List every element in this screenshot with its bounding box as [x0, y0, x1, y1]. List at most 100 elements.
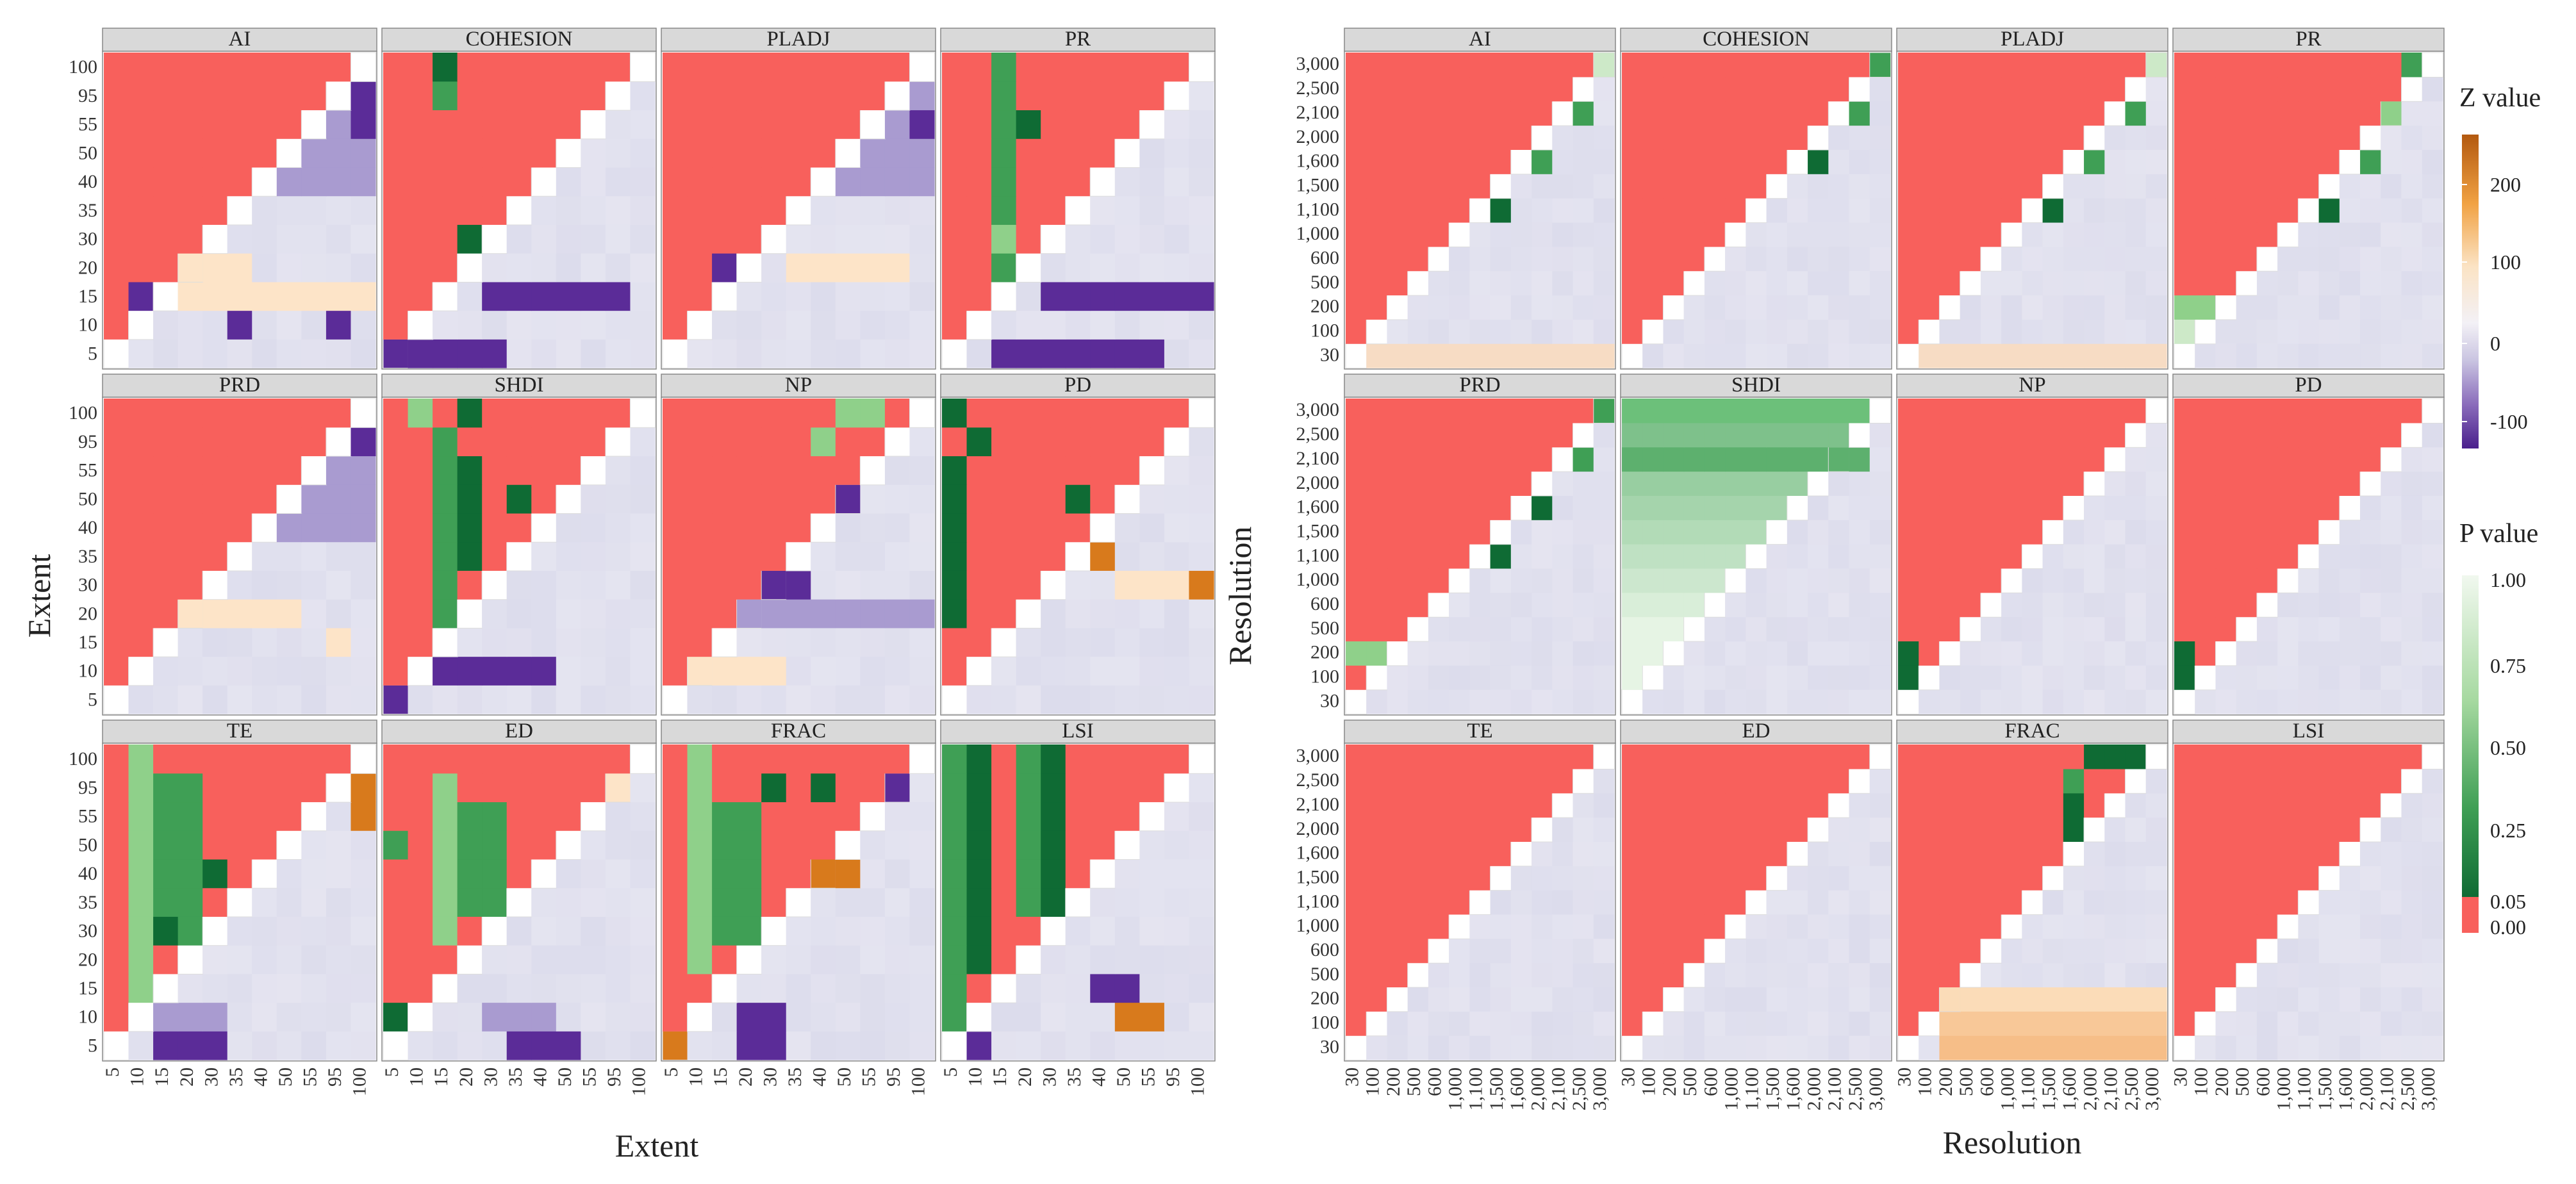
panel-1-cohesion: COHESION	[1620, 28, 1892, 370]
heatmap-cell	[2256, 53, 2278, 78]
heatmap-cell	[1746, 841, 1767, 866]
heatmap-cell	[276, 427, 302, 457]
heatmap-cell	[1189, 773, 1214, 803]
heatmap-cell	[2381, 471, 2402, 496]
heatmap-cell	[433, 916, 458, 946]
heatmap-cell	[1898, 495, 1919, 520]
heatmap-cell	[1366, 246, 1388, 272]
panel-strip	[940, 719, 1216, 744]
heatmap-cell	[2042, 1011, 2064, 1036]
heatmap-cell	[153, 1002, 179, 1032]
heatmap-cell	[227, 53, 252, 82]
heatmap-cell	[1593, 544, 1615, 569]
panel-1-pladj: PLADJ	[1896, 28, 2168, 370]
heatmap-cell	[1366, 866, 1388, 891]
heatmap-cell	[1490, 125, 1512, 150]
heatmap-cell	[712, 830, 738, 860]
heatmap-cell	[1849, 568, 1870, 593]
heatmap-cell	[1573, 568, 1594, 593]
heatmap-cell	[301, 627, 327, 657]
heatmap-cell	[1139, 570, 1165, 600]
heatmap-cell	[605, 513, 631, 543]
heatmap-cell	[835, 945, 861, 974]
heatmap-cell	[909, 599, 935, 629]
heatmap-cell	[351, 570, 376, 600]
panel-title: FRAC	[771, 719, 826, 743]
heatmap-cell	[1164, 685, 1190, 714]
heatmap-cell	[1041, 802, 1066, 831]
heatmap-cell	[687, 1031, 713, 1060]
heatmap-cell	[1704, 471, 1726, 496]
heatmap-cell	[104, 744, 129, 774]
heatmap-cell	[1090, 53, 1116, 82]
heatmap-cell	[2256, 689, 2278, 714]
heatmap-cell	[1766, 343, 1788, 368]
heatmap-cell	[1869, 447, 1891, 472]
heatmap-cell	[2174, 744, 2195, 769]
heatmap-cell	[1469, 768, 1491, 794]
heatmap-cell	[991, 281, 1017, 311]
heatmap-cell	[630, 427, 656, 457]
heatmap-cell	[1704, 343, 1726, 368]
heatmap-cell	[1980, 793, 2002, 818]
heatmap-cell	[351, 484, 376, 514]
heatmap-cell	[351, 281, 376, 311]
heatmap-cell	[1016, 252, 1042, 283]
heatmap-cell	[884, 859, 911, 889]
heatmap-cell	[1552, 53, 1574, 78]
heatmap-cell	[2125, 198, 2147, 223]
heatmap-cell	[1366, 76, 1388, 102]
heatmap-cell	[1704, 665, 1726, 690]
heatmap-cell	[2001, 987, 2022, 1012]
heatmap-cell	[712, 53, 738, 82]
heatmap-cell	[1041, 339, 1066, 368]
heatmap-cell	[1139, 887, 1165, 917]
heatmap-cell	[860, 281, 886, 311]
heatmap-cell	[1808, 890, 1829, 915]
heatmap-cell	[1642, 295, 1664, 320]
heatmap-cell	[1725, 495, 1746, 520]
heatmap-cell	[1746, 1035, 1767, 1060]
heatmap-cell	[408, 541, 433, 571]
heatmap-cell	[1428, 495, 1449, 520]
heatmap-cell	[1704, 295, 1726, 320]
heatmap-cell	[1642, 914, 1664, 939]
heatmap-cell	[2104, 1011, 2126, 1036]
heatmap-cell	[2084, 222, 2105, 247]
heatmap-cell	[227, 513, 252, 543]
heatmap-cell	[326, 773, 352, 803]
heatmap-cell	[153, 224, 179, 254]
heatmap-cell	[104, 484, 129, 514]
heatmap-cell	[1407, 447, 1429, 472]
heatmap-cell	[1849, 319, 1870, 344]
heatmap-cell	[2401, 246, 2423, 272]
heatmap-cell	[1366, 938, 1388, 964]
heatmap-cell	[1746, 246, 1767, 272]
heatmap-cell	[1065, 887, 1091, 917]
heatmap-cell	[1366, 125, 1388, 150]
heatmap-cell	[1387, 817, 1408, 842]
heatmap-cell	[581, 1002, 606, 1032]
heatmap-cell	[2236, 149, 2258, 174]
heatmap-cell	[1725, 665, 1746, 690]
heatmap-cell	[1510, 76, 1532, 102]
heatmap-cell	[942, 513, 968, 543]
heatmap-cell	[252, 484, 277, 514]
heatmap-cell	[1897, 343, 1920, 369]
heatmap-cell	[1164, 627, 1190, 657]
heatmap-cell	[1387, 53, 1408, 78]
heatmap-cell	[1849, 76, 1870, 102]
heatmap-cell	[276, 81, 302, 111]
heatmap-cell	[1683, 665, 1705, 690]
heatmap-cell	[1622, 938, 1643, 964]
x-tick-label: 2,000	[1803, 1067, 1824, 1111]
heatmap-cell	[2174, 53, 2195, 78]
heatmap-cell	[884, 484, 911, 514]
heatmap-cell	[1346, 295, 1367, 320]
heatmap-cell	[1787, 399, 1808, 423]
heatmap-cell	[1065, 513, 1091, 543]
heatmap-cell	[2256, 1011, 2278, 1036]
y-tick-label: 30	[1320, 344, 1339, 365]
heatmap-cell	[1642, 198, 1664, 223]
heatmap-cell	[1663, 890, 1685, 915]
